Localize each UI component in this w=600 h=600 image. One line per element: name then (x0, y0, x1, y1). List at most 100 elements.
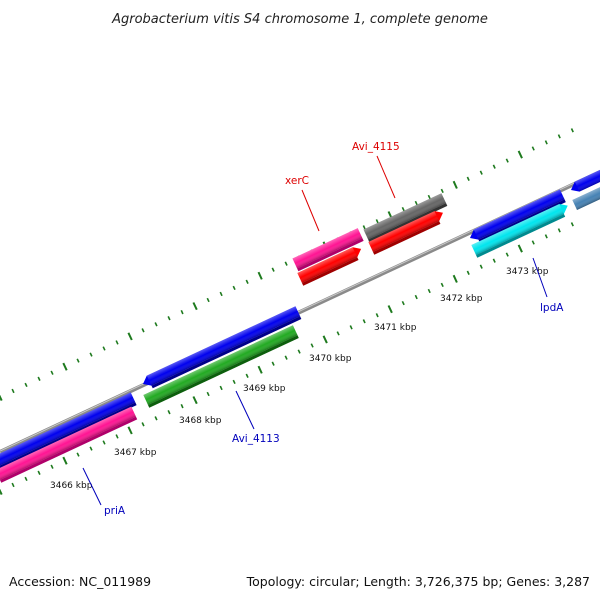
gene-label-avi4113[interactable]: Avi_4113 (232, 433, 280, 445)
tick-mark (310, 343, 314, 348)
tick-mark (544, 140, 548, 145)
tick-mark (232, 285, 236, 291)
gene-feature[interactable] (363, 193, 448, 243)
tick-mark (414, 294, 418, 300)
tick-mark (102, 440, 106, 445)
gene-feature[interactable] (568, 155, 600, 194)
tick-mark (76, 452, 80, 457)
tick-mark (102, 346, 106, 351)
tick-mark (141, 328, 145, 333)
tick-mark (206, 391, 210, 397)
tick-mark (37, 470, 41, 475)
genome-summary-text: Topology: circular; Length: 3,726,375 bp… (246, 574, 590, 589)
tick-mark (115, 340, 119, 345)
tick-mark (452, 180, 458, 189)
tick-mark (62, 456, 68, 465)
tick-mark (219, 291, 223, 297)
scale-label-3472: 3472 kbp (440, 294, 483, 304)
tick-mark (24, 382, 28, 388)
gene-label-lpdA[interactable]: lpdA (540, 302, 564, 314)
tick-mark (466, 270, 470, 275)
tick-mark (387, 305, 393, 314)
tick-mark (517, 244, 523, 253)
tick-mark (62, 362, 68, 371)
tick-mark (24, 476, 28, 482)
tick-mark (245, 373, 249, 378)
leader-line-avi4113 (235, 390, 255, 430)
tick-mark (531, 240, 535, 245)
gene-feature[interactable] (0, 406, 138, 483)
tick-mark (180, 403, 184, 409)
tick-mark (167, 316, 171, 321)
tick-mark (505, 252, 509, 257)
tick-mark (492, 164, 496, 169)
gene-feature[interactable] (0, 392, 137, 476)
gene-feature[interactable] (471, 201, 571, 258)
tick-mark (127, 426, 133, 435)
tick-mark (141, 422, 145, 427)
tick-mark (257, 365, 263, 374)
tick-mark (167, 410, 171, 415)
tick-mark (245, 279, 249, 284)
accession-text: Accession: NC_011989 (9, 574, 151, 589)
tick-mark (115, 434, 119, 439)
outer-ticks (0, 128, 574, 402)
tick-mark (11, 482, 15, 488)
tick-mark (570, 222, 574, 227)
tick-mark (271, 267, 275, 272)
gene-feature[interactable] (297, 244, 365, 286)
tick-mark (127, 332, 133, 341)
tick-mark (50, 464, 54, 469)
gene-label-avi4115[interactable]: Avi_4115 (352, 141, 400, 153)
tick-mark (232, 379, 236, 385)
leader-line-xerC (301, 189, 320, 232)
tick-mark (11, 388, 15, 394)
leader-line-avi4115 (376, 155, 396, 199)
tick-mark (375, 313, 379, 318)
tick-mark (544, 234, 548, 239)
tick-mark (427, 194, 431, 200)
tick-mark (349, 325, 353, 330)
gene-feature[interactable] (143, 325, 299, 408)
tick-mark (271, 361, 275, 366)
tick-mark (89, 352, 93, 357)
tick-mark (517, 150, 523, 159)
scale-label-3470: 3470 kbp (309, 354, 352, 364)
tick-mark (0, 394, 3, 402)
tick-mark (336, 331, 340, 336)
tick-mark (322, 335, 328, 344)
tick-mark (362, 319, 366, 324)
tick-mark (557, 134, 561, 139)
tick-mark (89, 446, 93, 451)
gene-feature[interactable] (368, 208, 446, 255)
map-title: Agrobacterium vitis S4 chromosome 1, com… (111, 12, 488, 27)
tick-mark (479, 264, 483, 269)
tick-mark (50, 370, 54, 375)
gene-label-priA[interactable]: priA (104, 505, 126, 517)
tick-mark (479, 170, 483, 175)
gene-feature[interactable] (140, 306, 302, 391)
tick-mark (284, 261, 288, 266)
gene-feature[interactable] (572, 174, 600, 211)
tick-mark (427, 288, 431, 294)
tick-mark (219, 385, 223, 391)
tick-mark (440, 188, 444, 194)
scale-label-3473: 3473 kbp (506, 267, 549, 277)
tick-mark (206, 297, 210, 303)
tick-mark (570, 128, 574, 133)
gene-label-xerC[interactable]: xerC (285, 175, 309, 187)
tick-mark (37, 376, 41, 381)
tick-mark (76, 358, 80, 363)
tick-mark (531, 146, 535, 151)
tick-mark (492, 258, 496, 263)
leader-line-priA (82, 467, 102, 506)
scale-label-3468: 3468 kbp (179, 416, 222, 426)
gene-feature[interactable] (292, 228, 364, 272)
scale-label-3471: 3471 kbp (374, 323, 417, 333)
tick-mark (0, 488, 3, 496)
scale-label-3467: 3467 kbp (114, 448, 157, 458)
tick-mark (452, 274, 458, 283)
tick-mark (505, 158, 509, 163)
tick-mark (284, 355, 288, 360)
tick-mark (192, 302, 198, 311)
